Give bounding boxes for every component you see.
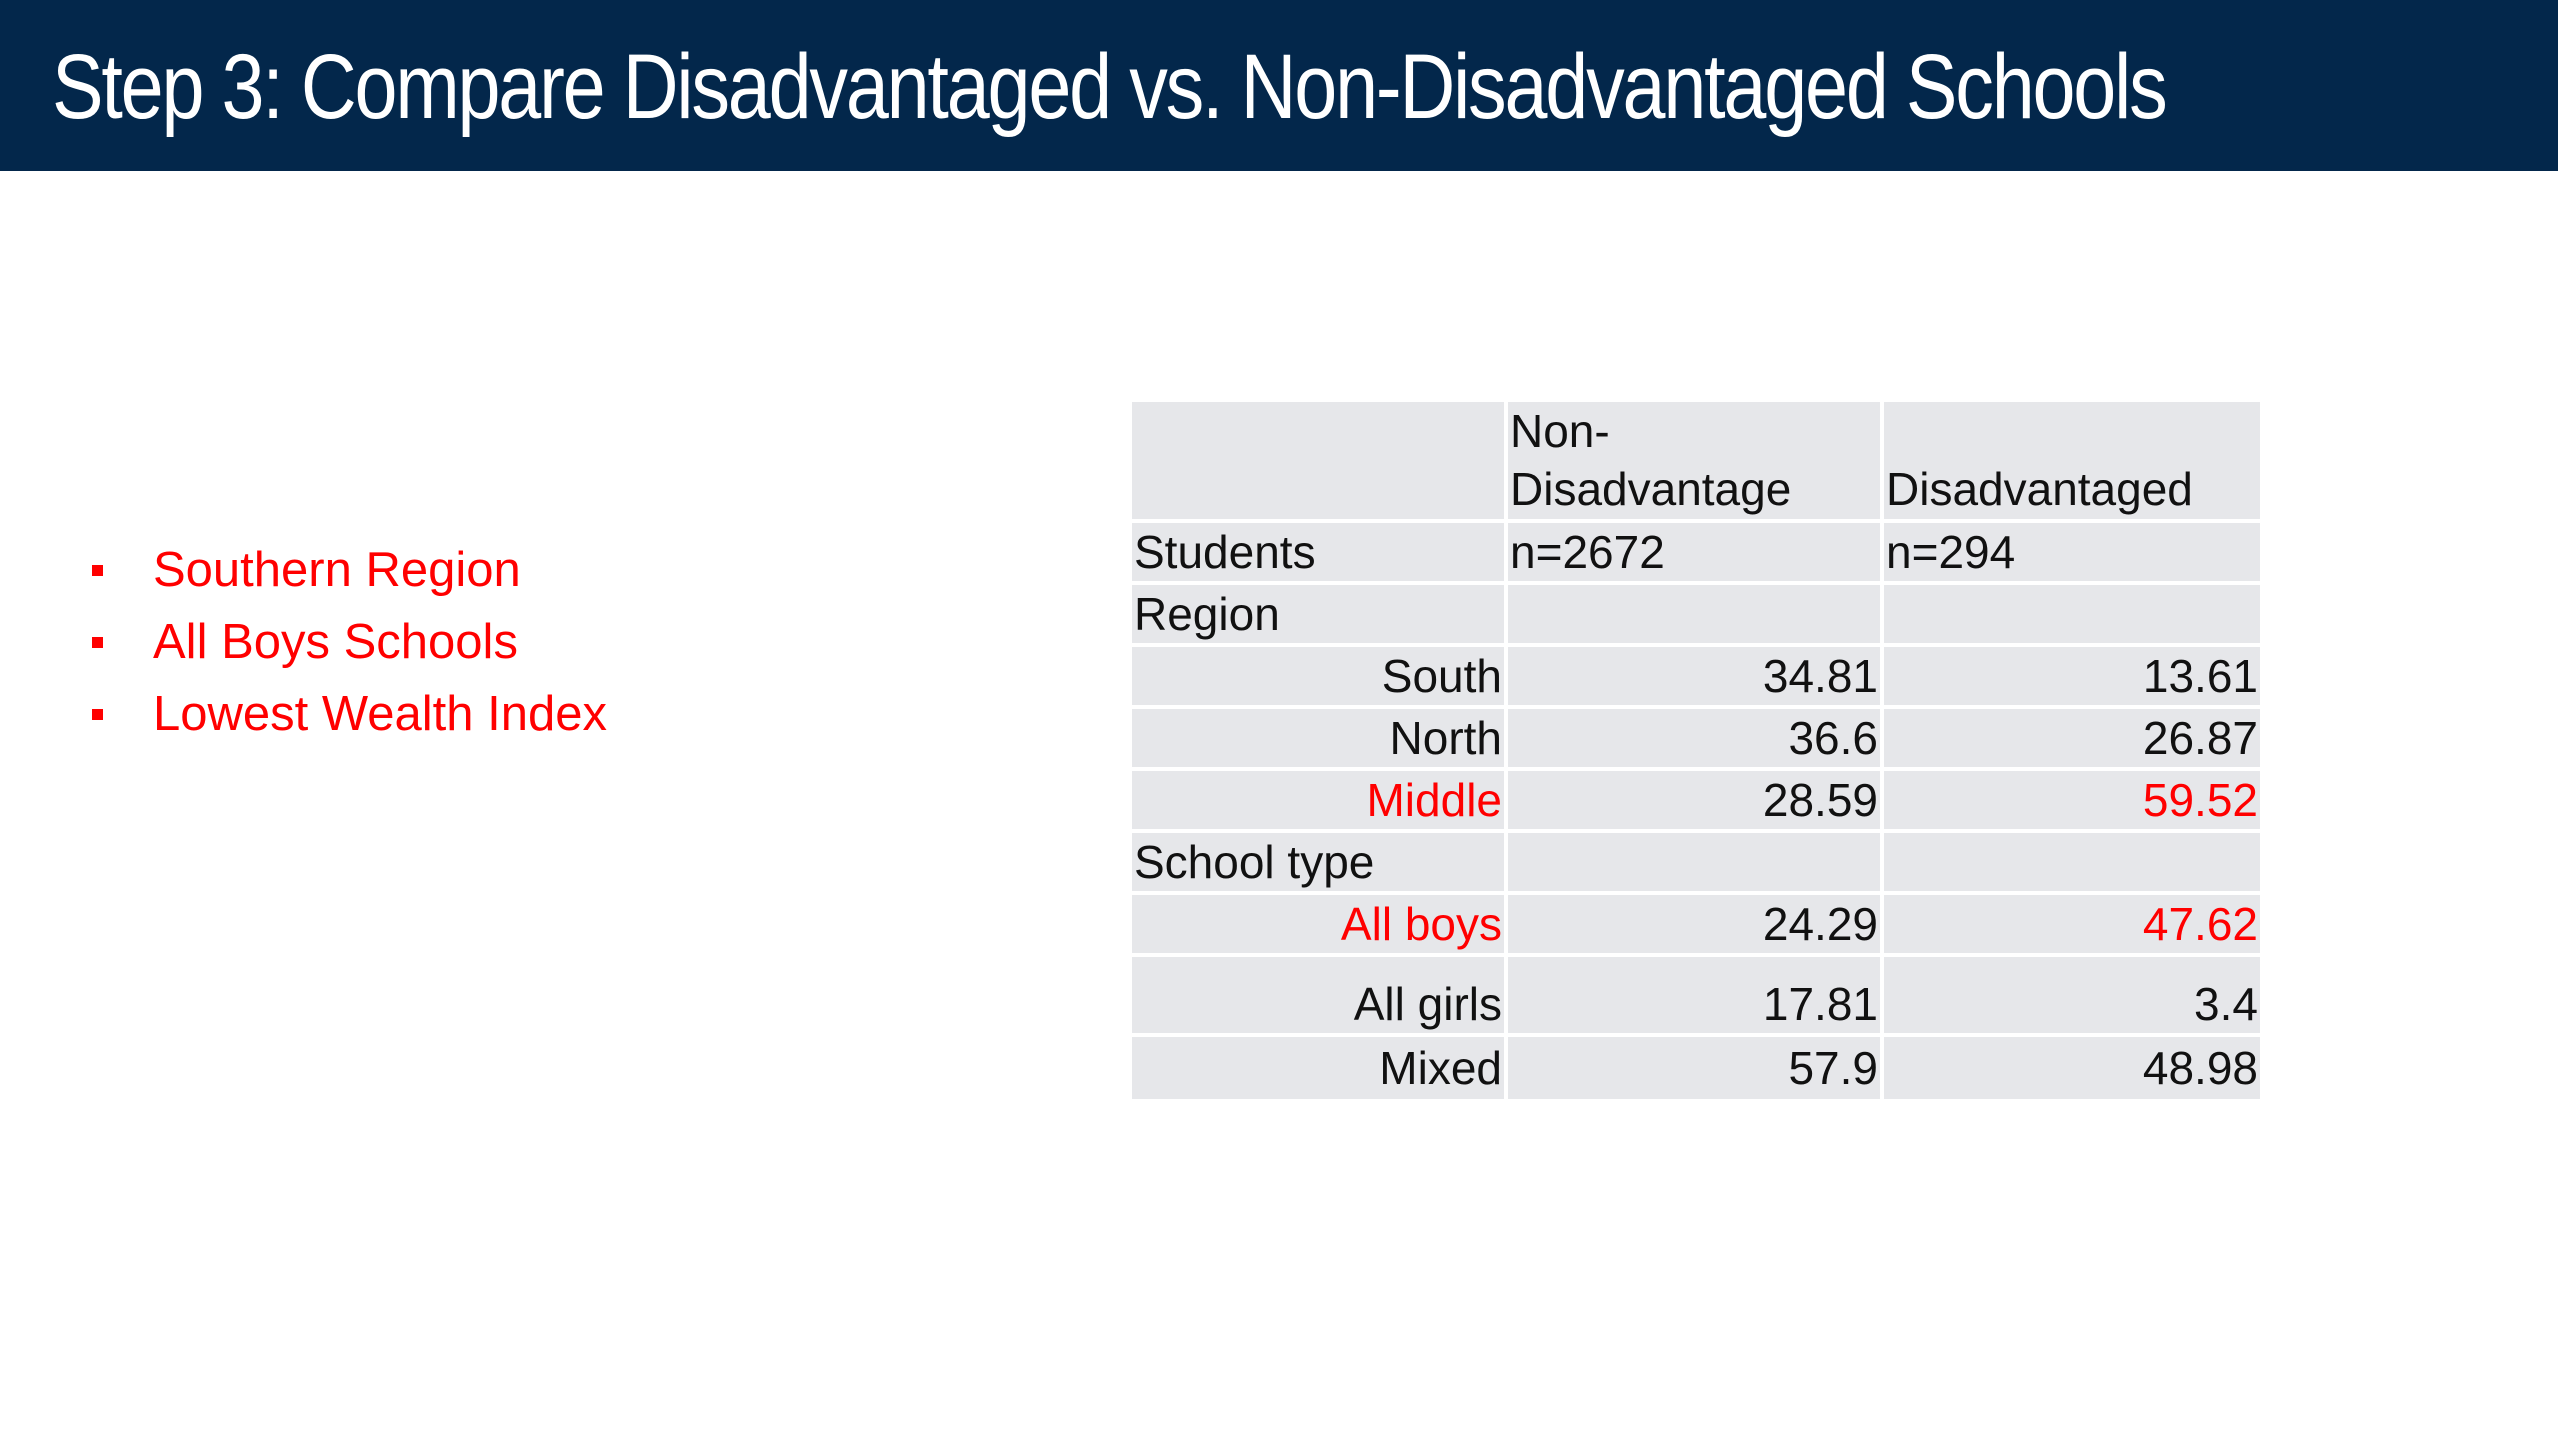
table-row-mixed: Mixed 57.9 48.98 <box>1132 1037 2260 1099</box>
table-row-students: Students n=2672 n=294 <box>1132 523 2260 585</box>
table-row-school-type: School type <box>1132 833 2260 895</box>
non-disadvantage-value: 17.81 <box>1508 957 1884 1037</box>
disadvantaged-value: 3.4 <box>1884 957 2260 1037</box>
square-bullet-icon <box>92 637 103 648</box>
table-row-all-girls: All girls 17.81 3.4 <box>1132 957 2260 1037</box>
row-label: All girls <box>1132 957 1508 1037</box>
non-disadvantage-value <box>1508 833 1884 895</box>
bullet-item-all-boys-schools: All Boys Schools <box>88 606 607 678</box>
row-label: Students <box>1132 523 1508 585</box>
disadvantaged-value: 26.87 <box>1884 709 2260 771</box>
header-non-disadvantage-line-2: Disadvantage <box>1510 463 1792 515</box>
header-disadvantaged-cell: Disadvantaged <box>1884 402 2260 523</box>
bullet-item-southern-region: Southern Region <box>88 534 607 606</box>
bullet-text: All Boys Schools <box>153 615 518 669</box>
disadvantaged-value <box>1884 833 2260 895</box>
disadvantaged-value: 13.61 <box>1884 647 2260 709</box>
table-row-north: North 36.6 26.87 <box>1132 709 2260 771</box>
disadvantaged-value: 59.52 <box>1884 771 2260 833</box>
non-disadvantage-value: 57.9 <box>1508 1037 1884 1099</box>
table-header-row: Non- Disadvantage Disadvantaged <box>1132 402 2260 523</box>
non-disadvantage-value: n=2672 <box>1508 523 1884 585</box>
bullet-item-lowest-wealth-index: Lowest Wealth Index <box>88 678 607 750</box>
title-bar: Step 3: Compare Disadvantaged vs. Non-Di… <box>0 0 2558 171</box>
row-label: Mixed <box>1132 1037 1508 1099</box>
non-disadvantage-value: 28.59 <box>1508 771 1884 833</box>
row-label: North <box>1132 709 1508 771</box>
disadvantaged-value: 47.62 <box>1884 895 2260 957</box>
header-non-disadvantage-cell: Non- Disadvantage <box>1508 402 1884 523</box>
disadvantaged-value: 48.98 <box>1884 1037 2260 1099</box>
row-label: Middle <box>1132 771 1508 833</box>
non-disadvantage-value <box>1508 585 1884 647</box>
section-label: Region <box>1132 585 1508 647</box>
highlight-bullet-list: Southern Region All Boys Schools Lowest … <box>88 534 607 750</box>
header-non-disadvantage-line-1: Non- <box>1510 405 1610 457</box>
non-disadvantage-value: 36.6 <box>1508 709 1884 771</box>
comparison-table: Non- Disadvantage Disadvantaged Students… <box>1132 402 2260 1099</box>
disadvantaged-value: n=294 <box>1884 523 2260 585</box>
table-row-all-boys: All boys 24.29 47.62 <box>1132 895 2260 957</box>
header-label-cell <box>1132 402 1508 523</box>
bullet-text: Southern Region <box>153 543 521 597</box>
bullet-text: Lowest Wealth Index <box>153 687 607 741</box>
square-bullet-icon <box>92 565 103 576</box>
slide-title: Step 3: Compare Disadvantaged vs. Non-Di… <box>52 36 2168 138</box>
table-row-south: South 34.81 13.61 <box>1132 647 2260 709</box>
disadvantaged-value <box>1884 585 2260 647</box>
section-label: School type <box>1132 833 1508 895</box>
row-label: South <box>1132 647 1508 709</box>
non-disadvantage-value: 24.29 <box>1508 895 1884 957</box>
row-label: All boys <box>1132 895 1508 957</box>
non-disadvantage-value: 34.81 <box>1508 647 1884 709</box>
square-bullet-icon <box>92 709 103 720</box>
table-row-region: Region <box>1132 585 2260 647</box>
table-row-middle: Middle 28.59 59.52 <box>1132 771 2260 833</box>
